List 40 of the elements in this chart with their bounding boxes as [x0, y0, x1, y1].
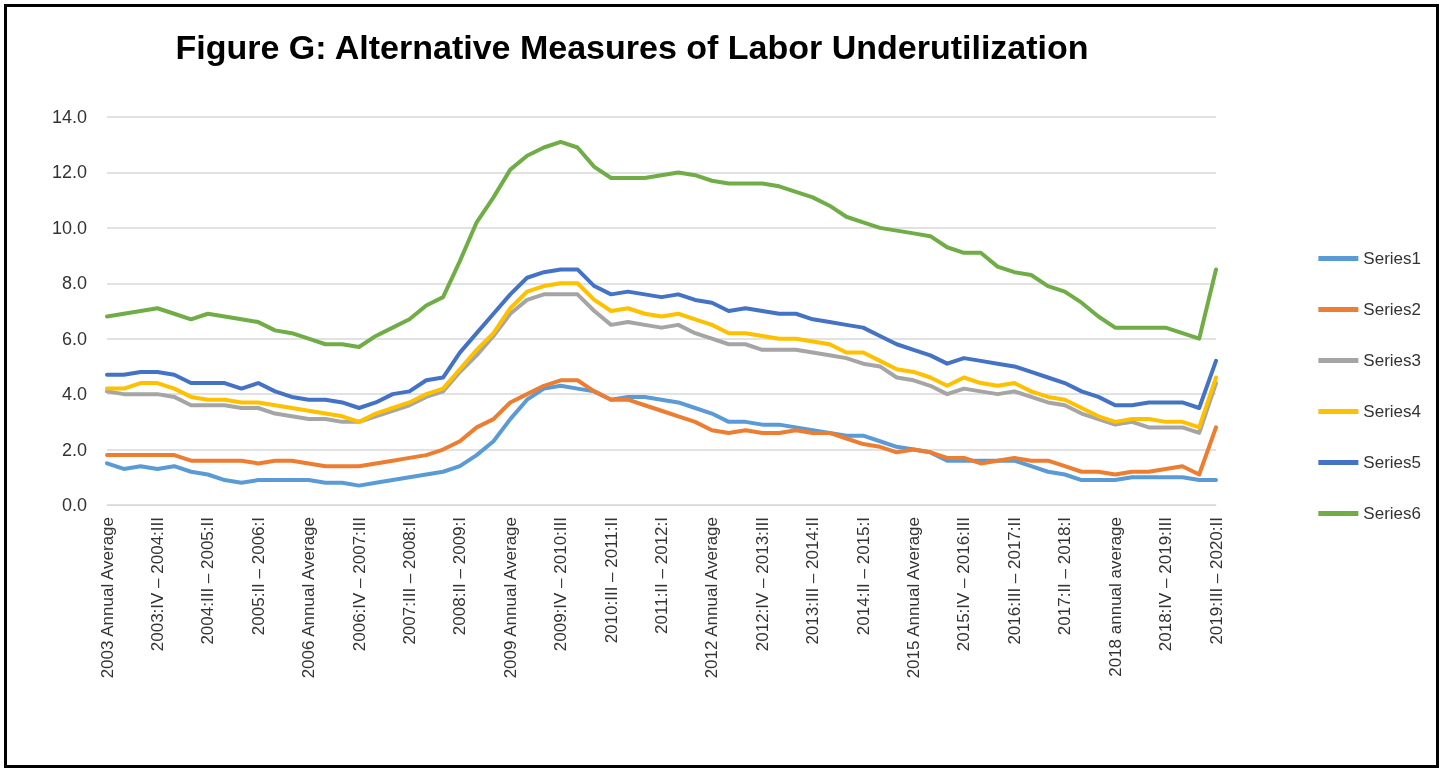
x-tick-label: 2009:IV – 2010:III — [551, 517, 571, 652]
x-tick-label: 2015 Annual Average — [904, 517, 924, 679]
legend-label: Series1 — [1363, 249, 1421, 268]
legend-label: Series2 — [1363, 300, 1421, 319]
legend-label: Series6 — [1363, 504, 1421, 523]
x-tick-label: 2016:III – 2017:II — [1004, 517, 1024, 645]
x-tick-label: 2006 Annual Average — [299, 517, 319, 679]
line-series — [105, 267, 1218, 410]
x-tick-label: 2011:II – 2012:I — [652, 517, 671, 634]
y-tick-label: 6.0 — [61, 328, 87, 349]
legend-label: Series3 — [1363, 351, 1421, 370]
legend-label: Series4 — [1363, 402, 1421, 421]
x-tick-label: 2003 Annual Average — [97, 517, 117, 679]
x-tick-label: 2006:IV – 2007:III — [349, 517, 369, 652]
x-tick-label: 2008:II – 2009:I — [450, 517, 470, 636]
x-tick-label: 2017:II – 2018:I — [1055, 517, 1075, 636]
x-tick-label: 2015:IV – 2016:III — [954, 517, 974, 652]
x-tick-label: 2009 Annual Average — [500, 517, 520, 679]
x-tick-label: 2012:IV – 2013:III — [752, 517, 772, 652]
x-tick-label: 2018 annual average — [1105, 517, 1125, 677]
legend-label: Series5 — [1363, 453, 1421, 472]
y-tick-label: 0.0 — [61, 495, 87, 515]
y-tick-label: 2.0 — [61, 439, 87, 460]
line-series — [105, 139, 1218, 350]
x-tick-label: 2005:II – 2006:I — [248, 517, 268, 636]
y-tick-label: 14.0 — [51, 107, 87, 127]
x-tick-label: 2010:III – 2011:II — [601, 517, 621, 644]
x-tick-label: 2018:IV – 2019:III — [1156, 517, 1176, 652]
x-tick-label: 2012 Annual Average — [702, 517, 722, 679]
chart-title: Figure G: Alternative Measures of Labor Underutilization — [175, 28, 1089, 66]
y-tick-label: 12.0 — [51, 162, 87, 183]
x-tick-label: 2003:IV – 2004:III — [147, 517, 167, 652]
x-tick-label: 2014:II – 2015:I — [853, 517, 873, 636]
x-tick-label: 2013:III – 2014:II — [803, 517, 823, 645]
y-tick-label: 8.0 — [61, 273, 87, 294]
y-tick-label: 10.0 — [51, 217, 87, 238]
x-tick-label: 2007:III – 2008:II — [399, 517, 419, 645]
x-tick-label: 2004:III – 2005:II — [198, 517, 218, 645]
x-tick-label: 2019:III – 2020:II — [1206, 517, 1226, 645]
y-tick-label: 4.0 — [61, 384, 87, 405]
